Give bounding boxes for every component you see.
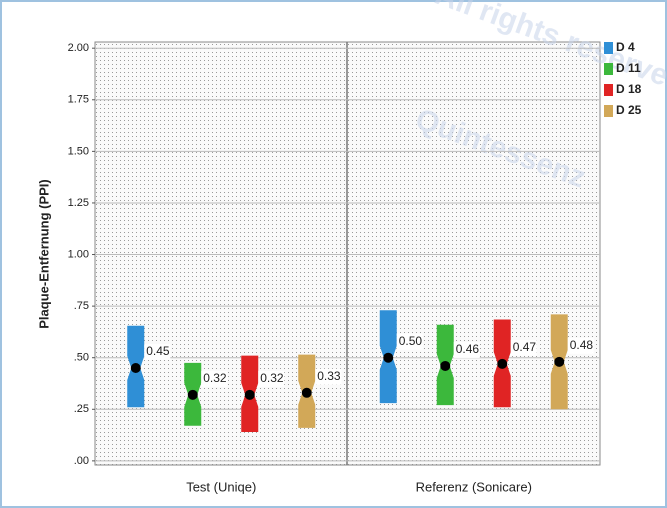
y-tick-label: .75 <box>74 300 89 312</box>
legend-label: D 25 <box>616 103 642 117</box>
median-dot <box>440 360 451 371</box>
x-tick-label: Test (Uniqe) <box>186 479 256 494</box>
legend-label: D 11 <box>616 61 641 75</box>
y-tick-label: 1.50 <box>68 145 89 157</box>
value-label: 0.48 <box>570 338 594 352</box>
value-label: 0.33 <box>317 369 341 383</box>
legend-label: D 4 <box>616 40 635 54</box>
median-dot <box>497 358 508 369</box>
legend-label: D 18 <box>616 82 642 96</box>
value-label-bg <box>258 370 285 387</box>
value-label: 0.32 <box>260 371 284 385</box>
value-label-bg <box>510 339 537 356</box>
y-tick-label: 2.00 <box>68 42 89 54</box>
value-label-bg <box>567 337 594 354</box>
y-tick-label: .50 <box>74 352 89 364</box>
value-label: 0.45 <box>146 344 170 358</box>
value-label: 0.46 <box>456 342 480 356</box>
legend-swatch <box>604 84 613 96</box>
x-tick-label: Referenz (Sonicare) <box>416 479 532 494</box>
median-dot <box>130 363 141 374</box>
y-tick-label: 1.75 <box>68 94 89 106</box>
value-label-bg <box>396 333 423 350</box>
legend-swatch <box>604 63 613 75</box>
value-label-bg <box>144 344 171 361</box>
value-label-bg <box>453 341 480 358</box>
legend-swatch <box>604 42 613 54</box>
median-dot <box>187 389 198 400</box>
y-tick-label: 1.00 <box>68 248 89 260</box>
value-label: 0.47 <box>513 340 537 354</box>
legend-swatch <box>604 105 613 117</box>
y-tick-label: 1.25 <box>68 197 89 209</box>
median-dot <box>554 356 565 367</box>
y-axis-label: Plaque-Entfernung (PPI) <box>36 179 51 329</box>
value-label: 0.32 <box>203 371 227 385</box>
y-tick-label: .25 <box>74 403 89 415</box>
value-label-bg <box>201 370 228 387</box>
y-tick-label: .00 <box>74 455 89 467</box>
median-dot <box>244 389 255 400</box>
median-dot <box>383 352 394 363</box>
value-label: 0.50 <box>399 334 423 348</box>
value-label-bg <box>315 368 342 385</box>
median-dot <box>301 387 312 398</box>
